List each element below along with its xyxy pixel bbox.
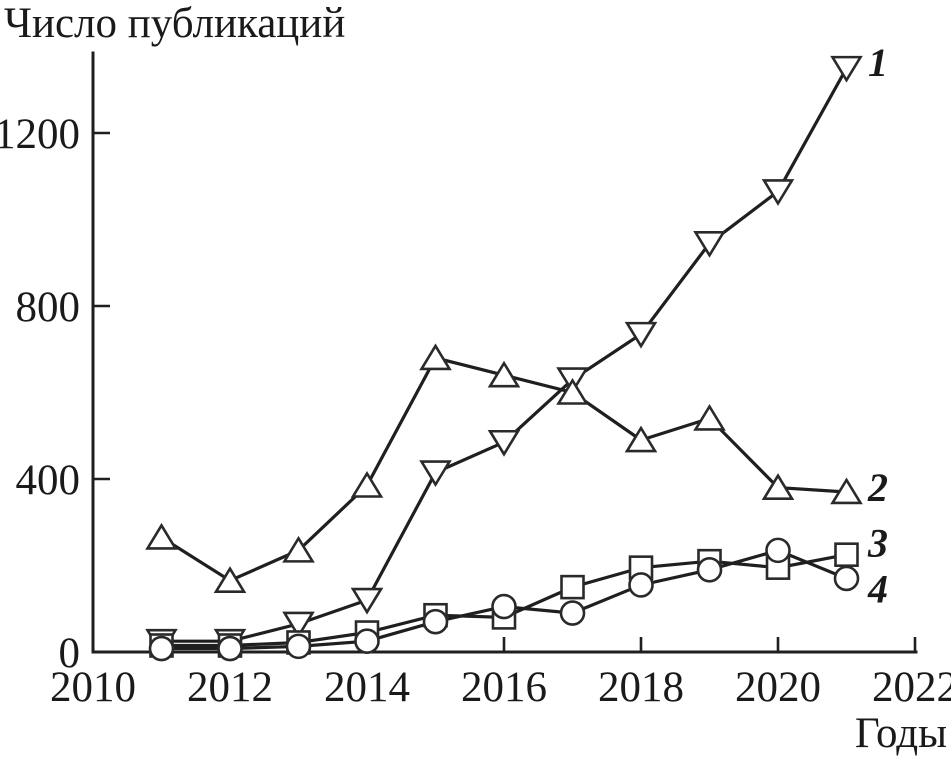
x-tick-label: 2014: [324, 664, 410, 711]
series-1-marker-triangle-down: [624, 321, 658, 349]
series-2-line: [160, 356, 847, 583]
series-4-marker-circle: [696, 557, 723, 583]
series-4-marker-circle: [354, 628, 380, 654]
y-axis-title: Число публикаций: [4, 0, 346, 47]
series-2-marker-triangle-up: [624, 425, 658, 453]
series-2-label: 2: [867, 465, 888, 510]
series-1-marker-triangle-down: [761, 179, 795, 206]
y-tick-label: 400: [16, 457, 81, 504]
x-tick-label: 2018: [598, 664, 684, 711]
series-3-label: 3: [867, 521, 888, 566]
series-4-marker-circle: [422, 608, 449, 635]
series-4-label: 4: [867, 566, 888, 611]
x-tick-label: 2010: [50, 664, 136, 711]
series-1-line: [161, 67, 848, 643]
x-tick-label: 2020: [735, 664, 821, 711]
series-2-marker-triangle-up: [419, 343, 452, 371]
series-2-marker-triangle-up: [693, 403, 726, 431]
x-tick-label: 2022: [872, 664, 951, 711]
y-tick-label: 800: [16, 284, 81, 331]
series-2-marker-triangle-up: [761, 473, 795, 500]
series-1-marker-triangle-down: [487, 429, 521, 457]
series-1-marker-triangle-down: [419, 460, 452, 488]
series-2-marker-triangle-up: [487, 360, 521, 388]
series-4-marker-circle: [559, 600, 586, 626]
y-tick-label: 0: [59, 630, 81, 677]
series-1-marker-triangle-down: [830, 55, 863, 83]
series-2-marker-triangle-up: [213, 566, 247, 593]
series-4-marker-circle: [833, 565, 860, 592]
series-4-marker-circle: [217, 635, 243, 662]
series-1-marker-triangle-down: [282, 611, 315, 639]
y-tick-label: 1200: [0, 111, 80, 158]
x-tick-label: 2016: [461, 664, 547, 711]
series-4-marker-circle: [148, 635, 175, 662]
series-4-marker-circle: [628, 572, 654, 598]
series-3-marker-square: [560, 574, 585, 600]
series-4-marker-circle: [765, 537, 791, 564]
series-1-marker-triangle-down: [693, 230, 726, 258]
series-3-marker-square: [834, 542, 859, 567]
x-tick-label: 2012: [187, 664, 273, 711]
x-axis-title: Годы: [854, 710, 947, 757]
series-2-marker-triangle-up: [145, 522, 178, 550]
series-2-marker-triangle-up: [282, 535, 315, 563]
series-4-marker-circle: [285, 633, 312, 660]
axes: [91, 51, 918, 654]
series-1-label: 1: [868, 40, 888, 85]
series-2-marker-triangle-up: [830, 477, 863, 505]
series-1-marker-triangle-down: [350, 587, 384, 615]
series-2-marker-triangle-up: [350, 470, 384, 498]
series-4-marker-circle: [491, 593, 517, 620]
series-2-marker-triangle-up: [556, 377, 589, 405]
